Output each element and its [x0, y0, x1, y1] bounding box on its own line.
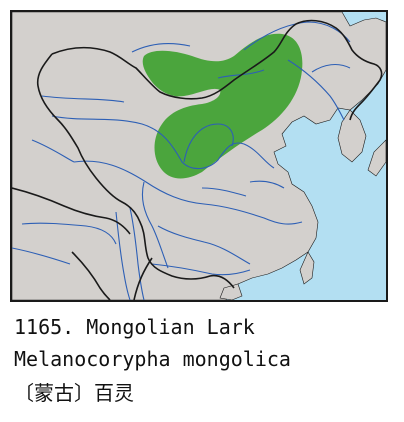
- river-northeast: [311, 63, 351, 73]
- rivers: [12, 21, 351, 300]
- river-huai: [249, 180, 285, 189]
- chinese-name: 〔蒙古〕百灵: [14, 381, 134, 405]
- river-tributary-2: [157, 225, 251, 265]
- river-yangtze-upper: [31, 139, 75, 163]
- japan-island: [367, 139, 386, 177]
- korea-peninsula: [337, 109, 367, 163]
- river-ganges: [12, 247, 71, 265]
- hainan-island: [219, 283, 243, 300]
- border-china-west: [36, 53, 235, 289]
- border-india-myanmar: [71, 251, 111, 300]
- river-pearl: [151, 263, 251, 276]
- river-yangtze: [73, 160, 303, 225]
- taiwan-island: [299, 251, 315, 285]
- river-mongolia-2: [131, 42, 191, 53]
- scientific-name: Melanocorypha mongolica: [14, 347, 291, 371]
- border-southeast-asia: [133, 257, 153, 300]
- river-salween: [115, 211, 131, 300]
- border-china-north: [51, 19, 383, 121]
- range-northern-lobe: [142, 33, 303, 179]
- river-mekong: [129, 207, 145, 300]
- species-range: [142, 33, 303, 179]
- border-himalaya: [12, 187, 131, 235]
- river-tributary-1: [141, 181, 169, 269]
- river-han: [201, 187, 247, 197]
- river-yellow-upper: [51, 115, 275, 170]
- range-map: [10, 10, 388, 302]
- river-tarim: [41, 95, 125, 103]
- river-yellow-loop: [183, 123, 234, 163]
- species-number-and-name: 1165. Mongolian Lark: [14, 315, 255, 339]
- river-songhua: [287, 59, 345, 121]
- river-brahmaputra: [21, 222, 117, 245]
- national-borders: [12, 19, 383, 300]
